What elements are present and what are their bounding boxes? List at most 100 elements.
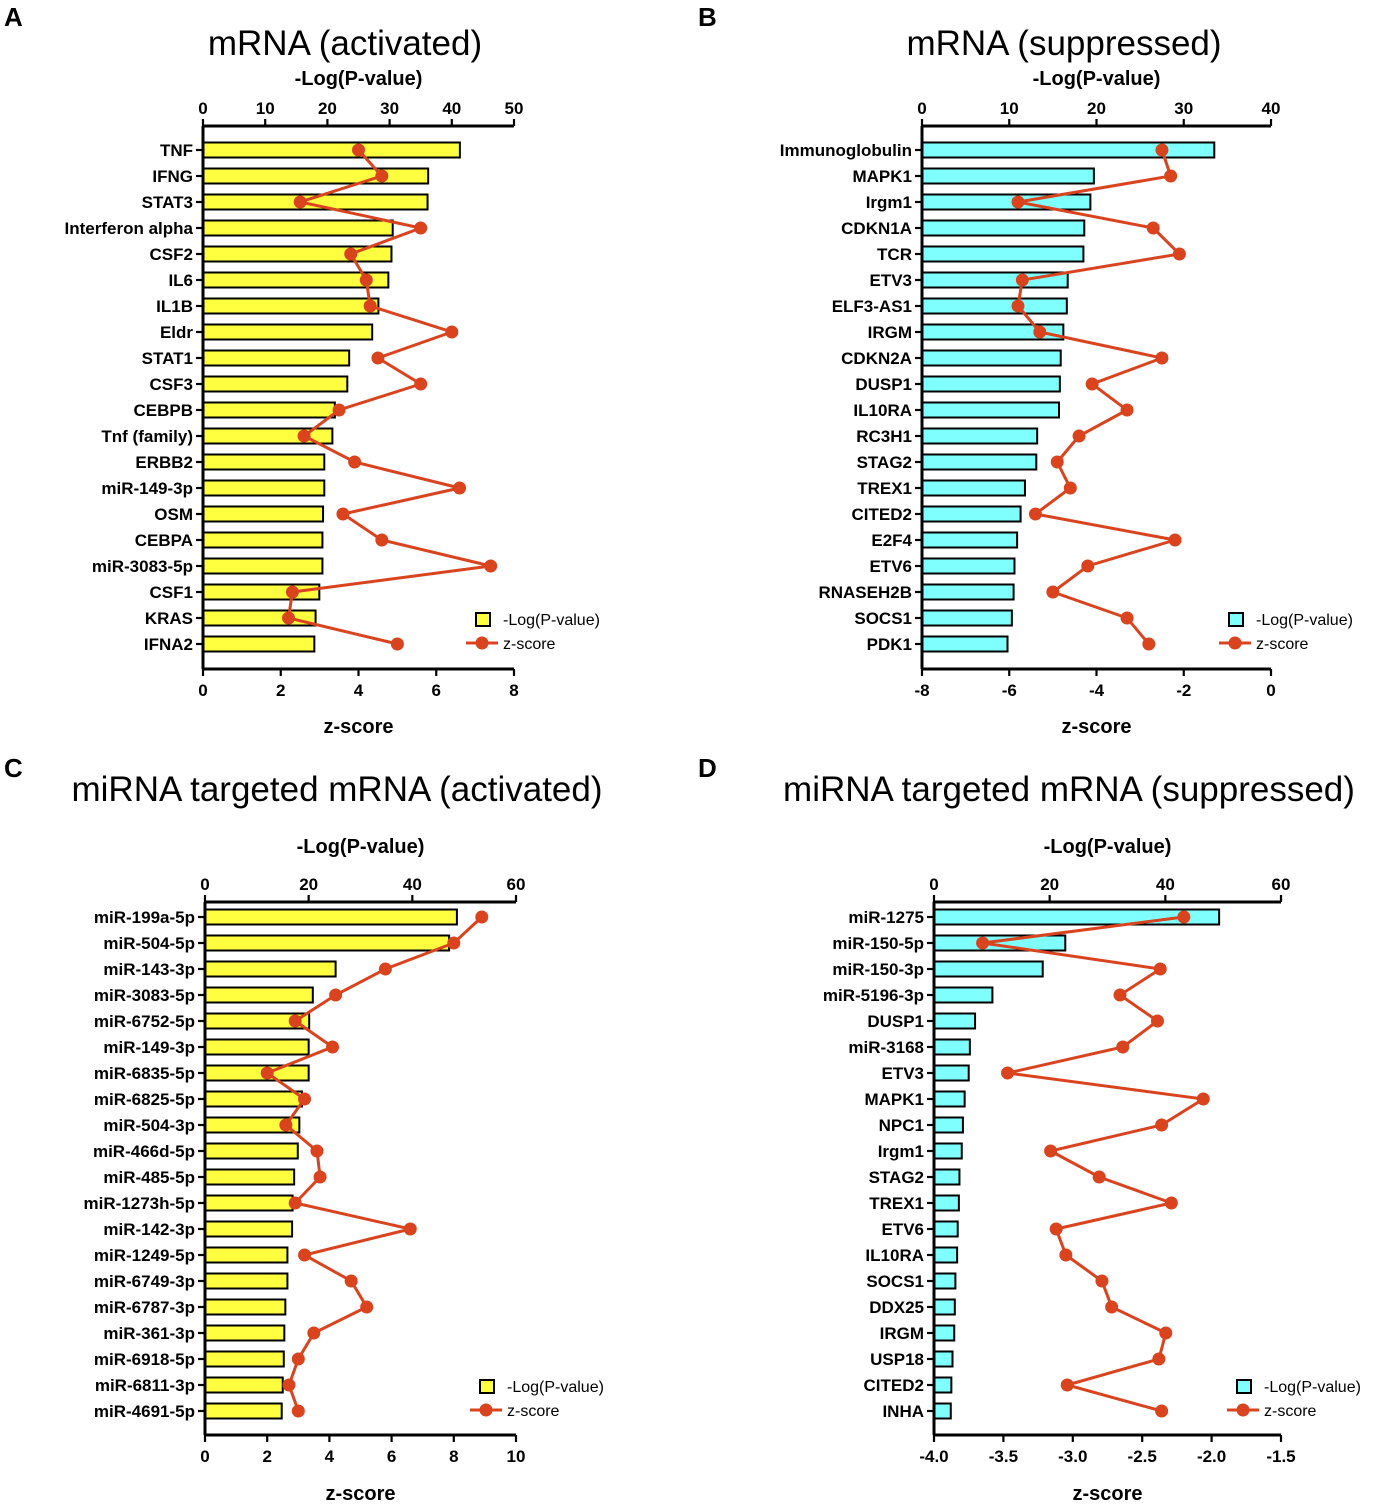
bar-trex1 [921, 479, 1026, 497]
z-score-point [1050, 455, 1064, 469]
category-label: miR-3083-5p [94, 986, 195, 1005]
bar-dusp1 [933, 1012, 977, 1030]
bar-irgm [933, 1324, 956, 1342]
z-score-point [307, 1326, 321, 1340]
category-label: ETV6 [869, 557, 912, 576]
bottom-tick-label: 6 [387, 1447, 396, 1466]
z-score-point [390, 637, 404, 651]
z-score-point [1059, 1248, 1073, 1262]
top-tick-label: 40 [1156, 875, 1175, 894]
bar-rnaseh2b [921, 583, 1015, 601]
top-tick-label: 20 [299, 875, 318, 894]
bar-mir-485-5p [204, 1168, 296, 1186]
z-score-point [375, 533, 389, 547]
top-tick-label: 40 [1262, 99, 1281, 118]
bar-ddx25 [933, 1298, 956, 1316]
bottom-tick-label: 8 [449, 1447, 458, 1466]
bar-tnf [202, 141, 461, 159]
chart-title: miRNA targeted mRNA (suppressed) [783, 770, 1355, 809]
bar-mir-1273h-5p [204, 1194, 294, 1212]
category-label: TREX1 [869, 1194, 924, 1213]
z-score-point [378, 962, 392, 976]
z-score-point [1033, 325, 1047, 339]
category-label: miR-149-3p [103, 1038, 195, 1057]
z-score-point [293, 195, 307, 209]
legend-dot-swatch [1228, 636, 1242, 650]
z-score-point [475, 910, 489, 924]
z-score-point [344, 247, 358, 261]
category-label: USP18 [870, 1350, 924, 1369]
panel-letter: D [698, 753, 717, 783]
bar-elf3-as1 [921, 297, 1068, 315]
category-label: Immunoglobulin [780, 141, 912, 160]
top-axis-label: -Log(P-value) [297, 836, 425, 858]
chart-title: mRNA (activated) [208, 24, 482, 63]
category-label: IRGM [880, 1324, 924, 1343]
category-label: TREX1 [857, 479, 912, 498]
legend-bar-swatch [1228, 612, 1244, 627]
category-label: IL10RA [853, 401, 912, 420]
panel-letter: B [698, 2, 717, 32]
bar-cited2 [933, 1376, 953, 1394]
top-tick-label: 0 [200, 875, 209, 894]
z-score-point [348, 455, 362, 469]
bottom-tick-label: -4.0 [919, 1447, 948, 1466]
bottom-axis-label: z-score [1072, 1483, 1142, 1505]
z-score-line [286, 148, 492, 646]
z-score-point [329, 988, 343, 1002]
bar-socs1 [933, 1272, 957, 1290]
z-score-point [360, 1300, 374, 1314]
bar-mir-1249-5p [204, 1246, 289, 1264]
legend-dot-swatch [1236, 1403, 1250, 1417]
legend-bar-label: -Log(P-value) [1264, 1379, 1361, 1396]
z-score-point [282, 611, 296, 625]
bar-cebpa [202, 531, 324, 549]
top-tick-label: 60 [507, 875, 526, 894]
category-label: CITED2 [864, 1376, 924, 1395]
bottom-tick-label: 2 [276, 681, 285, 700]
z-score-point [279, 1118, 293, 1132]
bar-cdkn2a [921, 349, 1062, 367]
top-axis-label: -Log(P-value) [1044, 836, 1172, 858]
category-label: IL10RA [865, 1246, 924, 1265]
category-label: miR-1273h-5p [84, 1194, 195, 1213]
bar-stag2 [933, 1168, 961, 1186]
top-tick-label: 60 [1272, 875, 1291, 894]
category-label: Tnf (family) [101, 427, 193, 446]
legend: -Log(P-value) z-score [1227, 1379, 1361, 1420]
bar-il10ra [921, 401, 1060, 419]
z-score-point [1046, 585, 1060, 599]
category-label: STAT1 [142, 349, 193, 368]
category-label: miR-1275 [848, 908, 924, 927]
z-score-line [982, 915, 1208, 1413]
category-label: ETV3 [881, 1064, 924, 1083]
legend-line-label: z-score [507, 1403, 560, 1420]
category-label: KRAS [145, 609, 193, 628]
bottom-tick-label: 0 [200, 1447, 209, 1466]
category-label: MAPK1 [852, 167, 912, 186]
legend: -Log(P-value) z-score [1219, 612, 1353, 653]
bar-mir-6918-5p [204, 1350, 285, 1368]
bar-eldr [202, 323, 374, 341]
bar-mir-149-3p [204, 1038, 310, 1056]
z-score-point [375, 169, 389, 183]
bar-mir-6825-5p [204, 1090, 303, 1108]
z-score-point [414, 377, 428, 391]
legend-bar-swatch [1236, 1379, 1252, 1394]
z-score-point [1196, 1092, 1210, 1106]
bar-cebpb [202, 401, 336, 419]
category-label: miR-199a-5p [94, 908, 195, 927]
category-label: DDX25 [869, 1298, 924, 1317]
category-label: ERBB2 [135, 453, 193, 472]
category-label: miR-5196-3p [823, 986, 924, 1005]
z-score-point [359, 273, 373, 287]
category-label: miR-504-5p [103, 934, 195, 953]
bar-mir-143-3p [204, 960, 337, 978]
bottom-tick-label: -1.5 [1266, 1447, 1295, 1466]
z-score-point [1142, 637, 1156, 651]
bottom-tick-label: 0 [198, 681, 207, 700]
legend-bar-label: -Log(P-value) [507, 1379, 604, 1396]
